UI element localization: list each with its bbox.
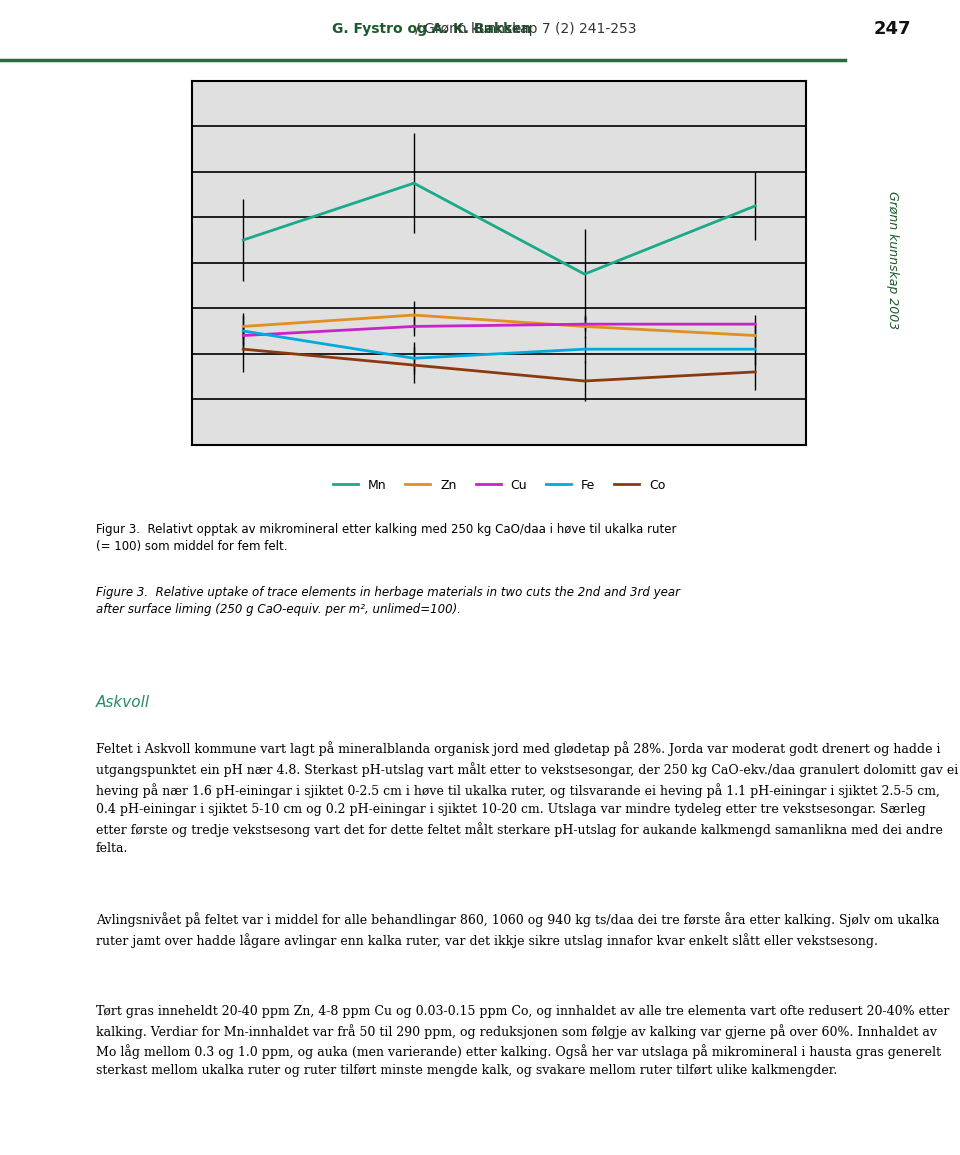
Text: Avlingsnivået på feltet var i middel for alle behandlingar 860, 1060 og 940 kg t: Avlingsnivået på feltet var i middel for…	[96, 912, 940, 948]
Text: Grønn kunnskap 2003: Grønn kunnskap 2003	[886, 191, 900, 329]
Text: Figure 3.  Relative uptake of trace elements in herbage materials in two cuts th: Figure 3. Relative uptake of trace eleme…	[96, 587, 680, 617]
Text: 247: 247	[874, 20, 912, 38]
Text: / Grønn kunnskap 7 (2) 241-253: / Grønn kunnskap 7 (2) 241-253	[228, 22, 636, 36]
Text: Tørt gras inneheldt 20-40 ppm Zn, 4-8 ppm Cu og 0.03-0.15 ppm Co, og innhaldet a: Tørt gras inneheldt 20-40 ppm Zn, 4-8 pp…	[96, 1005, 949, 1078]
Text: G. Fystro og A. K. Bakken: G. Fystro og A. K. Bakken	[332, 22, 532, 36]
Legend: Mn, Zn, Cu, Fe, Co: Mn, Zn, Cu, Fe, Co	[328, 474, 670, 497]
Text: Figur 3.  Relativt opptak av mikromineral etter kalking med 250 kg CaO/daa i høv: Figur 3. Relativt opptak av mikromineral…	[96, 522, 677, 552]
Text: Askvoll: Askvoll	[96, 695, 150, 710]
Text: Feltet i Askvoll kommune vart lagt på mineralblanda organisk jord med glødetap p: Feltet i Askvoll kommune vart lagt på mi…	[96, 742, 958, 855]
